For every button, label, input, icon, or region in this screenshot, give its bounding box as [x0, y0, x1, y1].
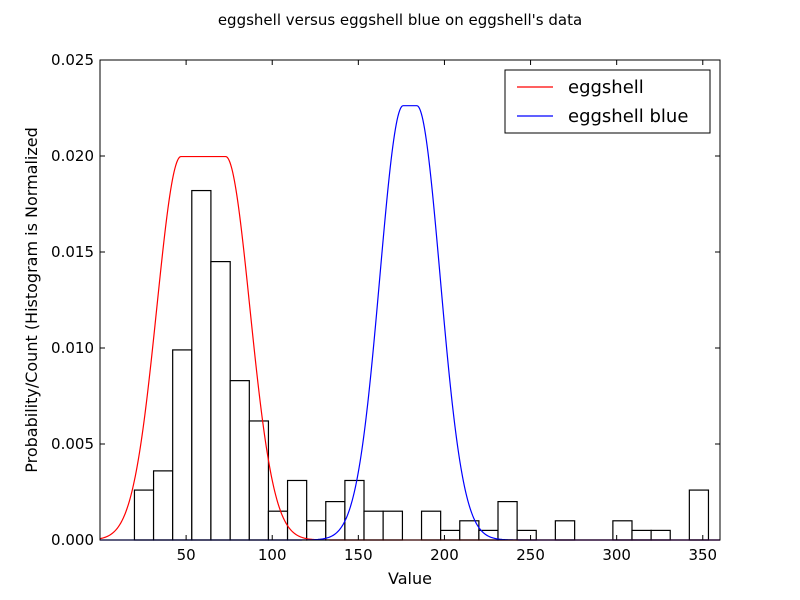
y-tick-label: 0.015 — [51, 243, 94, 261]
histogram-bar — [152, 470, 174, 541]
histogram-bar — [631, 529, 652, 541]
x-tick-label: 250 — [516, 546, 545, 564]
y-tick-label: 0.010 — [51, 339, 94, 357]
x-tick-label: 350 — [688, 546, 717, 564]
histogram-bar — [286, 479, 308, 541]
histogram-bar — [229, 380, 250, 541]
histogram-bar — [554, 520, 576, 541]
plot-frame — [99, 59, 721, 541]
histogram-bar — [210, 261, 231, 541]
x-tick-label: 300 — [602, 546, 631, 564]
x-tick-label: 100 — [258, 546, 287, 564]
y-tick-label: 0.020 — [51, 147, 94, 165]
legend-label-eggshell-blue: eggshell blue — [568, 106, 688, 127]
histogram-bar — [191, 189, 212, 541]
y-tick-label: 0.005 — [51, 435, 94, 453]
legend-label-eggshell: eggshell — [568, 77, 644, 98]
histogram-bar — [306, 520, 327, 541]
y-tick-label: 0.000 — [51, 531, 94, 549]
histogram-bar — [382, 510, 404, 541]
legend: eggshell eggshell blue — [504, 69, 711, 134]
histogram-bar — [267, 510, 289, 541]
x-axis-label: Value — [388, 569, 432, 588]
y-tick-label: 0.025 — [51, 51, 94, 69]
legend-frame — [504, 69, 711, 134]
axis-ticks: 50 100 150 200 250 300 350 0.000 0.005 0.010 0.015… — [51, 51, 720, 564]
x-tick-label: 50 — [177, 546, 196, 564]
x-tick-label: 200 — [430, 546, 459, 564]
chart-title: eggshell versus eggshell blue on eggshel… — [218, 11, 582, 29]
histogram-bars — [133, 189, 710, 541]
histogram-bar — [133, 489, 155, 541]
histogram-bar — [440, 529, 461, 541]
histogram-bar — [650, 529, 671, 541]
histogram-bar — [612, 520, 633, 541]
histogram-bar — [420, 510, 442, 541]
x-tick-label: 150 — [344, 546, 373, 564]
histogram-bar — [172, 349, 193, 541]
y-axis-label: Probability/Count (Histogram is Normaliz… — [22, 127, 41, 473]
histogram-bar — [363, 510, 384, 541]
histogram-bar — [688, 489, 710, 541]
histogram-bar — [497, 501, 518, 541]
histogram-bar — [516, 529, 537, 541]
